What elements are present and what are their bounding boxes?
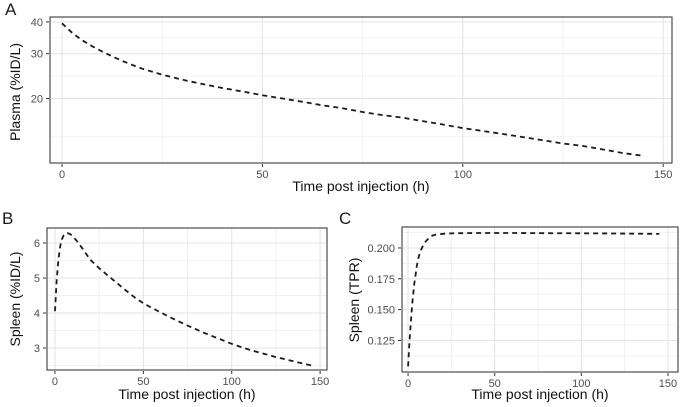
panel-b-y-tick-label: 4 [34,308,40,320]
panel-c-x-axis-title: Time post injection (h) [471,386,609,402]
panel-a-x-tick-label: 150 [654,169,672,181]
panel-b-x-axis-title: Time post injection (h) [118,386,256,402]
panel-a-plot: 0 50 100 150 20 30 40 [31,16,673,181]
panel-label-b: B [2,209,14,228]
panel-label-c: C [339,209,352,228]
panel-b-x-tick-label: 0 [52,376,58,388]
panel-a-x-axis-title: Time post injection (h) [292,178,430,194]
panel-b-y-tick-label: 5 [34,273,40,285]
panel-b-x-tick-label: 100 [223,376,241,388]
panel-c-x-tick-label: 50 [489,378,501,390]
panel-a-y-tick-label: 40 [31,17,43,29]
panel-c-y-tick-label: 0.125 [367,335,395,347]
panel-label-a: A [5,0,17,19]
panel-c-x-tick-label: 150 [659,378,677,390]
panel-a-curve-plasma-concentration [61,22,644,157]
panel-b-background [47,228,327,370]
panel-b-y-tick-label: 3 [34,343,40,355]
panel-c-y-tick-label: 0.175 [367,274,395,286]
panel-a-x-tick-label: 0 [59,169,65,181]
panel-b-x-tick-label: 150 [311,376,329,388]
panel-b-y-tick-label: 6 [34,238,40,250]
panel-c-border [401,226,679,373]
panel-b-curve-spleen-concentration [54,232,312,367]
panel-c-y-tick-label: 0.200 [367,243,395,255]
panel-a-x-tick-label: 100 [454,169,472,181]
panel-a-y-tick-label: 20 [31,93,43,105]
panel-a-background [50,17,672,163]
panel-a-x-tick-label: 50 [256,169,268,181]
panel-a-y-axis-title: Plasma (%ID/L) [7,42,23,142]
panel-c-plot: 0 50 100 150 0.125 0.150 0.175 0.200 [367,226,679,390]
panel-a-border [49,16,673,164]
panel-b-x-tick-label: 50 [137,376,149,388]
panel-a-y-tick-label: 30 [31,49,43,61]
panel-c-y-axis-title: Spleen (TPR) [346,257,362,343]
panel-b-plot: 0 50 100 150 3 4 5 6 [34,227,329,388]
panel-c-x-tick-label: 0 [405,378,411,390]
panel-b-y-axis-title: Spleen (%ID/L) [7,251,23,347]
panel-b-border [46,227,328,371]
panel-c-background [402,227,678,372]
panel-c-y-tick-label: 0.150 [367,305,395,317]
panel-c-x-tick-label: 100 [572,378,590,390]
